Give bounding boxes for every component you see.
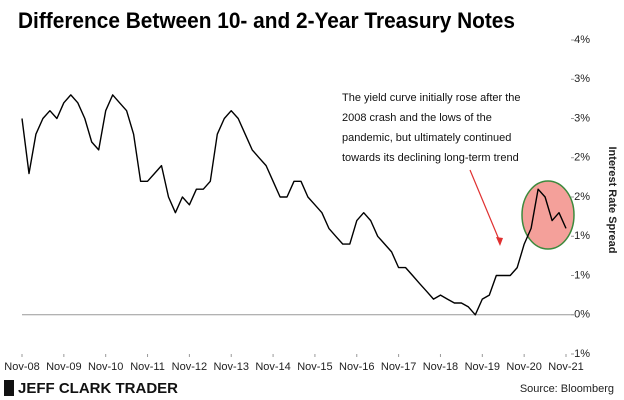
arrow-head xyxy=(496,237,503,246)
annotation: 2008 crash and the lows of the xyxy=(342,112,492,124)
logo-icon xyxy=(4,380,14,396)
x-tick-label: Nov-13 xyxy=(213,361,248,373)
source: Source: Bloomberg xyxy=(520,383,614,395)
y-tick-label: 3% xyxy=(574,73,590,85)
x-tick-label: Nov-10 xyxy=(88,361,123,373)
x-tick-label: Nov-12 xyxy=(172,361,207,373)
data-line xyxy=(21,94,567,316)
y-tick-label: 2% xyxy=(574,191,590,203)
annotation: The yield curve initially rose after the xyxy=(342,92,521,104)
y-tick-label: 2% xyxy=(574,152,590,164)
x-tick-label: Nov-14 xyxy=(255,361,290,373)
y-tick-label: 0% xyxy=(574,309,590,321)
x-tick-label: Nov-15 xyxy=(297,361,332,373)
chart-title: Difference Between 10- and 2-Year Treasu… xyxy=(18,8,515,33)
y-axis-label: Interest Rate Spread xyxy=(606,147,618,254)
y-tick-label: -1% xyxy=(570,348,590,360)
x-tick-label: Nov-19 xyxy=(465,361,500,373)
brand-logo: JEFF CLARK TRADER xyxy=(4,380,178,397)
x-tick-label: Nov-09 xyxy=(46,361,81,373)
y-tick-label: 4% xyxy=(574,34,590,46)
x-tick-label: Nov-21 xyxy=(548,361,583,373)
x-tick-label: Nov-17 xyxy=(381,361,416,373)
x-tick-label: Nov-08 xyxy=(4,361,39,373)
annotation: towards its declining long-term trend xyxy=(342,152,519,164)
highlight-circle xyxy=(521,180,575,250)
x-tick-label: Nov-11 xyxy=(130,361,165,373)
annotation-arrow xyxy=(469,169,501,243)
x-tick-label: Nov-16 xyxy=(339,361,374,373)
brand: JEFF CLARK TRADER xyxy=(18,380,178,397)
y-tick-label: 1% xyxy=(574,269,590,281)
y-tick-label: 1% xyxy=(574,230,590,242)
y-tick-label: 3% xyxy=(574,112,590,124)
x-tick-label: Nov-18 xyxy=(423,361,458,373)
annotation: pandemic, but ultimately continued xyxy=(342,132,511,144)
x-tick-label: Nov-20 xyxy=(506,361,541,373)
